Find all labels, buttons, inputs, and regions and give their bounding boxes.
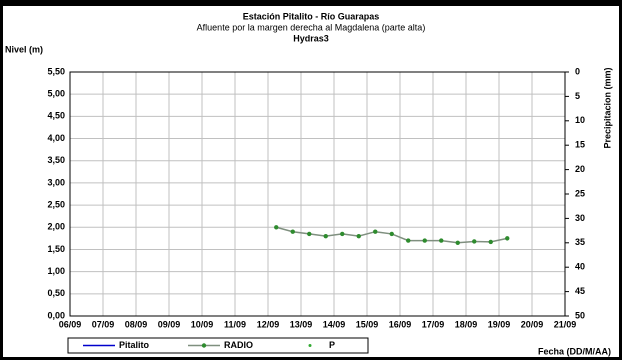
- x-tick-label: 10/09: [191, 319, 214, 329]
- y-axis-label: Nivel (m): [5, 44, 43, 54]
- chart-subtitle: Hydras3: [293, 33, 329, 43]
- x-tick-label: 12/09: [257, 319, 280, 329]
- y2-tick-label: 40: [575, 262, 585, 272]
- data-point: [505, 236, 510, 241]
- chart-subtitle: Afluente por la margen derecha al Magdal…: [197, 22, 426, 32]
- y-tick-label: 5,00: [47, 89, 65, 99]
- data-point: [307, 231, 312, 237]
- x-tick-label: 18/09: [455, 319, 478, 329]
- y2-tick-label: 5: [575, 91, 580, 101]
- data-point: [290, 229, 295, 234]
- x-tick-label: 17/09: [422, 319, 445, 329]
- data-point: [389, 231, 394, 237]
- y-tick-label: 1,50: [47, 244, 65, 254]
- data-point: [373, 229, 378, 234]
- x-tick-label: 07/09: [92, 319, 115, 329]
- y2-tick-label: 35: [575, 237, 585, 247]
- y2-tick-label: 45: [575, 286, 585, 296]
- data-point: [472, 239, 477, 244]
- y-tick-label: 0,50: [47, 288, 65, 298]
- y2-tick-label: 50: [575, 310, 585, 320]
- x-tick-label: 08/09: [125, 319, 148, 329]
- x-tick-label: 15/09: [356, 319, 379, 329]
- data-point: [406, 238, 411, 243]
- y2-tick-label: 10: [575, 115, 585, 125]
- x-tick-label: 11/09: [224, 319, 246, 329]
- x-tick-label: 19/09: [488, 319, 511, 329]
- chart: Estación Pitalito - Río Guarapas Afluent…: [5, 11, 612, 356]
- x-tick-label: 20/09: [521, 319, 544, 329]
- data-point: [488, 239, 493, 245]
- legend-label: RADIO: [224, 340, 253, 350]
- chart-title: Estación Pitalito - Río Guarapas: [243, 11, 380, 21]
- x-tick-label: 14/09: [323, 319, 346, 329]
- data-point: [340, 231, 345, 237]
- x-tick-label: 16/09: [389, 319, 412, 329]
- y2-tick-label: 25: [575, 188, 585, 198]
- data-point: [439, 238, 444, 243]
- x-tick-label: 06/09: [59, 319, 82, 329]
- y-tick-label: 2,50: [47, 199, 65, 209]
- y-tick-label: 1,00: [47, 266, 65, 276]
- y2-tick-label: 20: [575, 164, 585, 174]
- y-tick-label: 4,50: [47, 111, 65, 121]
- y2-tick-label: 15: [575, 140, 585, 150]
- data-point: [356, 233, 361, 239]
- y2-tick-label: 30: [575, 213, 585, 223]
- x-tick-label: 21/09: [554, 319, 577, 329]
- data-point: [323, 233, 328, 239]
- plot-border: [69, 71, 566, 317]
- y2-tick-label: 0: [575, 66, 580, 76]
- x-tick-label: 13/09: [290, 319, 313, 329]
- data-point: [422, 238, 427, 243]
- y-tick-label: 2,00: [47, 222, 65, 232]
- x-axis-label: Fecha (DD/M/AA): [538, 346, 611, 356]
- y-tick-label: 5,50: [47, 66, 65, 76]
- y-tick-label: 4,00: [47, 133, 65, 143]
- y-tick-label: 0,00: [47, 310, 65, 320]
- y-tick-label: 3,00: [47, 177, 65, 187]
- x-tick-label: 09/09: [158, 319, 181, 329]
- legend-label: P: [329, 340, 335, 350]
- legend-label: Pitalito: [119, 340, 150, 350]
- y2-axis-label: Precipitacion (mm): [602, 67, 612, 148]
- legend-marker: [308, 344, 312, 347]
- y-tick-label: 3,50: [47, 155, 65, 165]
- data-point: [274, 225, 279, 230]
- data-point: [455, 240, 460, 245]
- legend-marker: [201, 343, 207, 348]
